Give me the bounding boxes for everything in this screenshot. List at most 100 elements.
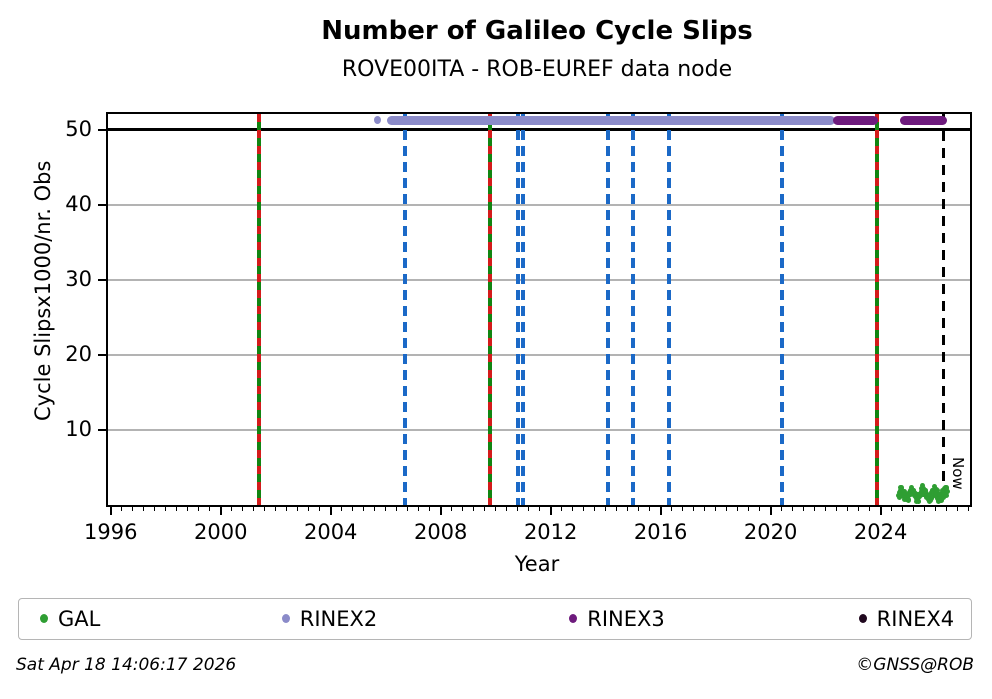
y-gridline xyxy=(108,203,970,206)
plot-area: Cycle Slipsx1000/nr. Obs 1996 2000 2004 200… xyxy=(31,112,972,544)
timestamp-text: Sat Apr 18 14:06:17 2026 xyxy=(16,655,237,675)
x-minor-tick xyxy=(428,507,431,511)
legend-label: RINEX4 xyxy=(876,606,955,631)
x-minor-tick xyxy=(824,507,827,511)
x-minor-tick xyxy=(263,507,266,511)
x-minor-tick xyxy=(362,507,365,511)
x-tick-label: 2024 xyxy=(853,520,908,544)
series-gal-point xyxy=(919,482,925,488)
chart-title: Number of Galileo Cycle Slips xyxy=(321,16,753,46)
series-gal-point xyxy=(943,493,949,499)
x-minor-tick xyxy=(461,507,464,511)
series-gal-point xyxy=(922,487,928,493)
x-minor-tick xyxy=(560,507,563,511)
x-minor-tick xyxy=(527,507,530,511)
x-minor-tick xyxy=(472,507,475,511)
x-major-tick xyxy=(329,507,332,515)
y-major-tick xyxy=(98,128,106,131)
x-minor-tick xyxy=(802,507,805,511)
x-minor-tick xyxy=(791,507,794,511)
x-minor-tick xyxy=(142,507,145,511)
legend-marker-rinex3 xyxy=(569,614,578,623)
x-minor-tick xyxy=(538,507,541,511)
legend-label: GAL xyxy=(57,606,101,631)
x-minor-tick xyxy=(417,507,420,511)
x-minor-tick xyxy=(923,507,926,511)
series-gal-point xyxy=(929,493,935,499)
x-minor-tick xyxy=(351,507,354,511)
x-minor-tick xyxy=(120,507,123,511)
event-line-blue-dashed xyxy=(521,114,526,505)
x-minor-tick xyxy=(615,507,618,511)
legend-item-rinex3: RINEX3 xyxy=(569,599,665,638)
x-minor-tick xyxy=(208,507,211,511)
legend-item-rinex4: RINEX4 xyxy=(858,599,955,638)
y-major-tick xyxy=(98,353,106,356)
y-tick-label: 40 xyxy=(65,191,92,216)
x-axis-label: Year xyxy=(514,552,560,576)
legend-marker-rinex4 xyxy=(858,614,867,623)
series-rinex2-band xyxy=(387,115,836,125)
x-major-tick xyxy=(439,507,442,515)
chart-subtitle: ROVE00ITA - ROB-EUREF data node xyxy=(341,57,733,82)
y-tick-label: 50 xyxy=(65,116,92,141)
x-tick-label: 2016 xyxy=(633,520,688,544)
x-tick-label: 2020 xyxy=(743,520,798,544)
x-minor-tick xyxy=(626,507,629,511)
y-major-tick xyxy=(98,203,106,206)
x-minor-tick xyxy=(230,507,233,511)
x-minor-tick xyxy=(835,507,838,511)
event-line-blue-dashed xyxy=(606,114,611,505)
x-minor-tick xyxy=(945,507,948,511)
event-line-blue-dashed xyxy=(779,114,784,505)
x-minor-tick xyxy=(164,507,167,511)
x-minor-tick xyxy=(505,507,508,511)
x-minor-tick xyxy=(813,507,816,511)
x-minor-tick xyxy=(714,507,717,511)
x-minor-tick xyxy=(296,507,299,511)
x-minor-tick xyxy=(197,507,200,511)
event-line-blue-dashed xyxy=(631,114,636,505)
x-minor-tick xyxy=(516,507,519,511)
x-minor-tick xyxy=(406,507,409,511)
x-minor-tick xyxy=(131,507,134,511)
x-tick-label: 2000 xyxy=(193,520,248,544)
event-line-blue-dashed xyxy=(666,114,671,505)
x-minor-tick xyxy=(384,507,387,511)
series-rinex3-band xyxy=(832,115,878,125)
y50-reference-line xyxy=(108,128,970,132)
x-minor-tick xyxy=(571,507,574,511)
x-minor-tick xyxy=(890,507,893,511)
legend-label: RINEX3 xyxy=(587,606,665,631)
x-minor-tick xyxy=(241,507,244,511)
x-minor-tick xyxy=(186,507,189,511)
x-major-tick xyxy=(769,507,772,515)
x-minor-tick xyxy=(395,507,398,511)
x-minor-tick xyxy=(340,507,343,511)
y-gridline xyxy=(108,428,970,431)
x-minor-tick xyxy=(175,507,178,511)
x-minor-tick xyxy=(637,507,640,511)
x-major-tick xyxy=(549,507,552,515)
event-line-green-red xyxy=(257,114,262,505)
y-tick-label: 30 xyxy=(65,266,92,291)
x-minor-tick xyxy=(318,507,321,511)
series-gal-point xyxy=(944,488,950,494)
x-minor-tick xyxy=(956,507,959,511)
x-minor-tick xyxy=(681,507,684,511)
x-minor-tick xyxy=(373,507,376,511)
series-gal-point xyxy=(939,497,945,503)
series-rinex3-band xyxy=(900,115,948,125)
y-gridline xyxy=(108,278,970,281)
x-minor-tick xyxy=(736,507,739,511)
y-tick-label: 10 xyxy=(65,416,92,441)
x-minor-tick xyxy=(593,507,596,511)
series-gal-point xyxy=(901,488,907,494)
x-minor-tick xyxy=(725,507,728,511)
y-gridline xyxy=(108,353,970,356)
x-minor-tick xyxy=(901,507,904,511)
y-tick-label: 20 xyxy=(65,341,92,366)
now-line xyxy=(942,114,946,505)
series-rinex2-point xyxy=(373,116,381,124)
